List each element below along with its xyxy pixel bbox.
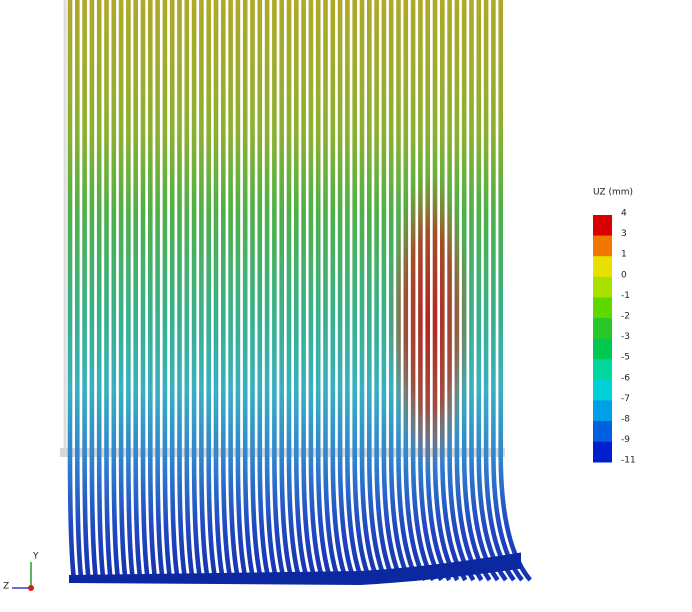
legend-label: -11 bbox=[621, 456, 636, 466]
legend-band bbox=[593, 297, 612, 319]
legend-label: -6 bbox=[621, 373, 630, 383]
base bbox=[69, 552, 521, 586]
triad-y: Y bbox=[32, 552, 39, 562]
legend-band bbox=[593, 421, 612, 442]
triad-z: Z bbox=[3, 582, 9, 592]
legend-band bbox=[593, 318, 612, 339]
legend-label: 0 bbox=[621, 270, 627, 280]
legend-label: -7 bbox=[621, 394, 630, 404]
legend-label: -5 bbox=[621, 353, 630, 363]
legend-band bbox=[593, 379, 612, 401]
legend-band bbox=[593, 441, 612, 463]
legend-band bbox=[593, 256, 612, 278]
legend-band bbox=[593, 400, 612, 422]
legend-label: 3 bbox=[621, 229, 627, 239]
legend-band bbox=[593, 276, 612, 298]
legend-label: 4 bbox=[621, 209, 627, 219]
legend-band bbox=[593, 359, 612, 381]
legend-label: -2 bbox=[621, 312, 630, 322]
legend-title: UZ (mm) bbox=[593, 188, 633, 198]
legend-label: 1 bbox=[621, 250, 627, 260]
legend: 4 3 1 0 -1 -2 -3 -5 -6 -7 -8 -9 -11 bbox=[593, 209, 636, 466]
fibers bbox=[0, 0, 560, 600]
legend-label: -3 bbox=[621, 332, 630, 342]
legend-band bbox=[593, 338, 612, 360]
legend-band bbox=[593, 235, 612, 257]
legend-label: -1 bbox=[621, 291, 630, 301]
legend-label: -8 bbox=[621, 415, 630, 425]
axis-triad: Y Z bbox=[3, 552, 39, 592]
legend-band bbox=[593, 215, 612, 236]
legend-label: -9 bbox=[621, 435, 630, 445]
